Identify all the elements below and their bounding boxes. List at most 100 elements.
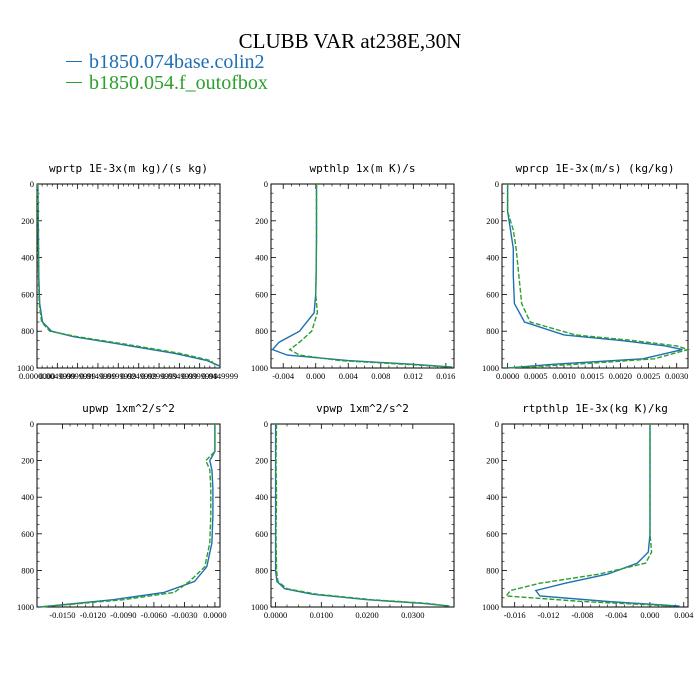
panel-title: wprtp 1E-3x(m kg)/(s kg) bbox=[49, 162, 208, 175]
y-tick-label: 800 bbox=[486, 565, 499, 575]
x-tick-label: -0.0060 bbox=[141, 610, 167, 620]
x-tick-label: -0.0090 bbox=[110, 610, 136, 620]
y-tick-label: 800 bbox=[21, 326, 34, 336]
y-tick-label: 400 bbox=[21, 253, 34, 263]
x-tick-label: -0.0150 bbox=[49, 610, 75, 620]
x-tick-label: 0.0000000 bbox=[19, 371, 55, 381]
y-tick-label: 0 bbox=[495, 419, 499, 429]
y-tick-label: 200 bbox=[255, 216, 268, 226]
x-tick-label: -0.004 bbox=[605, 610, 628, 620]
y-tick-label: 800 bbox=[21, 565, 34, 575]
x-tick-label: 0.0049999 bbox=[39, 371, 75, 381]
x-tick-label: 0.0015 bbox=[580, 371, 603, 381]
x-tick-label: 0.0000 bbox=[203, 610, 226, 620]
y-tick-label: 200 bbox=[486, 216, 499, 226]
series-line-base bbox=[37, 183, 221, 367]
series-line-base bbox=[534, 424, 680, 607]
y-tick-label: 0 bbox=[495, 179, 499, 189]
y-tick-label: 800 bbox=[255, 326, 268, 336]
panel-title: upwp 1xm^2/s^2 bbox=[82, 402, 175, 415]
x-tick-label: 0.0099999 bbox=[60, 371, 96, 381]
x-tick-label: 0.0449999 bbox=[202, 371, 238, 381]
legend-label-base: b1850.074base.colin2 bbox=[89, 51, 265, 73]
x-tick-label: 0.0200 bbox=[355, 610, 378, 620]
y-tick-label: 200 bbox=[21, 216, 34, 226]
panel-4: upwp 1xm^2/s^2 0 200 400 600 800 1000 -0.0150 -0… bbox=[17, 402, 227, 620]
x-tick-label: 0.0349999 bbox=[161, 371, 197, 381]
x-tick-label: 0.0005 bbox=[524, 371, 547, 381]
y-tick-label: 1000 bbox=[482, 602, 499, 612]
x-tick-label: 0.0020 bbox=[609, 371, 632, 381]
x-tick-label: -0.0120 bbox=[80, 610, 106, 620]
page-title: CLUBB VAR at238E,30N bbox=[238, 29, 462, 53]
x-tick-label: 0.0000 bbox=[496, 371, 519, 381]
panel-title: wpthlp 1x(m K)/s bbox=[310, 162, 416, 175]
y-tick-label: 600 bbox=[486, 289, 499, 299]
y-tick-label: 400 bbox=[255, 492, 268, 502]
x-tick-label: 0.004 bbox=[339, 371, 359, 381]
x-tick-label: 0.0399999 bbox=[182, 371, 218, 381]
y-tick-label: 600 bbox=[21, 289, 34, 299]
y-tick-label: 1000 bbox=[251, 602, 268, 612]
y-tick-label: 600 bbox=[486, 529, 499, 539]
y-tick-label: 1000 bbox=[482, 363, 499, 373]
panel-3: wprcp 1E-3x(m/s) (kg/kg) 0 200 400 600 800 100… bbox=[482, 162, 691, 381]
y-tick-label: 400 bbox=[255, 253, 268, 263]
series-line-outofbox bbox=[36, 183, 217, 367]
plot-frame bbox=[501, 423, 689, 608]
series-line-outofbox bbox=[40, 424, 216, 608]
y-tick-label: 800 bbox=[255, 565, 268, 575]
y-tick-label: 200 bbox=[486, 456, 499, 466]
y-tick-label: 600 bbox=[255, 289, 268, 299]
series-line-base bbox=[40, 424, 216, 608]
series-line-outofbox bbox=[275, 423, 450, 607]
y-tick-label: 1000 bbox=[251, 363, 268, 373]
x-tick-label: 0.0010 bbox=[552, 371, 575, 381]
plot-frame bbox=[36, 423, 221, 608]
legend-entry-outofbox: b1850.054.f_outofbox bbox=[66, 72, 268, 95]
series-line-base bbox=[274, 424, 450, 607]
legend-entry-base: b1850.074base.colin2 bbox=[66, 51, 265, 74]
y-tick-label: 1000 bbox=[17, 602, 34, 612]
x-tick-label: 0.004 bbox=[674, 610, 694, 620]
series-line-outofbox bbox=[504, 424, 676, 607]
panel-6: rtpthlp 1E-3x(kg K)/kg 0 200 400 600 800 1000 -… bbox=[482, 402, 694, 620]
y-tick-label: 600 bbox=[255, 529, 268, 539]
series-line-outofbox bbox=[288, 184, 450, 368]
panel-title: rtpthlp 1E-3x(kg K)/kg bbox=[522, 402, 668, 415]
x-tick-label: 0.0000 bbox=[264, 610, 287, 620]
x-tick-label: 0.0249999 bbox=[121, 371, 157, 381]
panel-title: wprcp 1E-3x(m/s) (kg/kg) bbox=[516, 162, 675, 175]
y-tick-label: 0 bbox=[264, 419, 268, 429]
y-tick-label: 200 bbox=[21, 456, 34, 466]
y-tick-label: 200 bbox=[255, 456, 268, 466]
y-tick-label: 400 bbox=[486, 492, 499, 502]
series-line-base bbox=[271, 184, 453, 368]
x-tick-label: -0.0030 bbox=[171, 610, 197, 620]
plot-frame bbox=[270, 423, 455, 608]
x-tick-label: -0.008 bbox=[571, 610, 593, 620]
y-tick-label: 1000 bbox=[17, 363, 34, 373]
x-tick-label: -0.004 bbox=[272, 371, 295, 381]
x-tick-label: 0.0300 bbox=[401, 610, 424, 620]
panel-2: wpthlp 1x(m K)/s 0 200 400 600 800 1000 -0.004 0… bbox=[251, 162, 455, 381]
legend-label-outofbox: b1850.054.f_outofbox bbox=[89, 72, 268, 94]
y-tick-label: 0 bbox=[264, 179, 268, 189]
x-tick-label: 0.008 bbox=[371, 371, 390, 381]
legend-swatch-outofbox bbox=[66, 81, 82, 83]
y-tick-label: 400 bbox=[486, 253, 499, 263]
x-tick-label: -0.012 bbox=[538, 610, 560, 620]
x-tick-label: 0.0299999 bbox=[141, 371, 177, 381]
y-tick-label: 600 bbox=[21, 529, 34, 539]
x-tick-label: 0.016 bbox=[436, 371, 455, 381]
y-tick-label: 400 bbox=[21, 492, 34, 502]
series-line-base bbox=[506, 184, 683, 369]
x-tick-label: 0.000 bbox=[306, 371, 325, 381]
y-tick-label: 800 bbox=[486, 326, 499, 336]
y-tick-label: 0 bbox=[30, 419, 34, 429]
legend-swatch-base bbox=[66, 60, 82, 62]
x-tick-label: 0.0100 bbox=[310, 610, 333, 620]
x-tick-label: 0.000 bbox=[640, 610, 659, 620]
plot-frame bbox=[36, 183, 221, 369]
